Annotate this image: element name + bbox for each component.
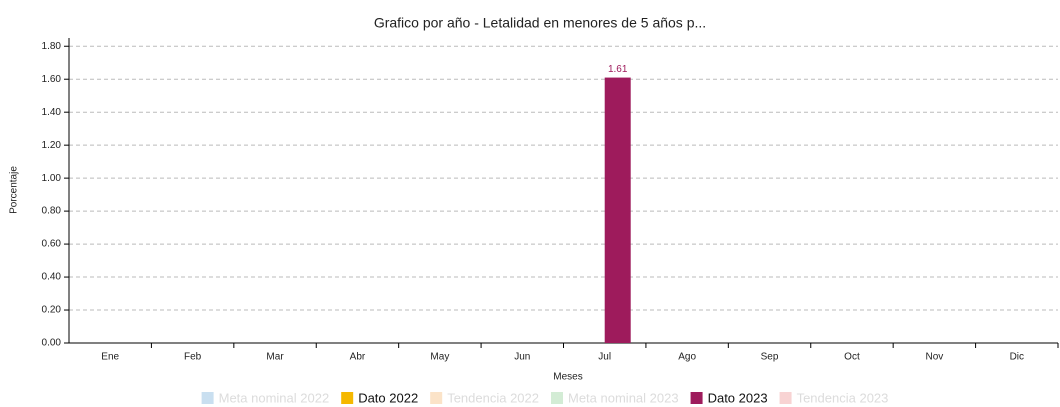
y-tick-label: 0.40 <box>42 272 62 283</box>
legend-label: Dato 2022 <box>358 390 418 405</box>
legend-swatch <box>430 392 443 404</box>
x-tick-label: Ene <box>101 352 119 363</box>
y-tick-label: 1.60 <box>42 74 62 85</box>
y-tick-label: 0.80 <box>42 206 62 217</box>
x-tick-label: Jun <box>514 352 530 363</box>
y-tick-label: 1.20 <box>42 140 62 151</box>
y-tick-label: 0.20 <box>42 305 62 316</box>
legend-label: Meta nominal 2022 <box>219 390 330 405</box>
legend-swatch <box>341 392 354 404</box>
x-tick-label: Abr <box>350 352 366 363</box>
legend-label: Tendencia 2023 <box>797 390 889 405</box>
legend-swatch <box>690 392 703 404</box>
x-tick-label: Nov <box>925 352 943 363</box>
legend-label: Tendencia 2022 <box>447 390 539 405</box>
x-tick-label: Dic <box>1010 352 1024 363</box>
x-tick-label: Mar <box>266 352 284 363</box>
y-tick-label: 0.60 <box>42 239 62 250</box>
legend-swatch <box>551 392 563 404</box>
x-tick-label: May <box>430 352 449 363</box>
legend-swatch <box>779 392 792 404</box>
y-tick-label: 0.00 <box>42 338 62 349</box>
y-tick-label: 1.80 <box>42 41 62 52</box>
x-tick-label: Feb <box>184 352 202 363</box>
chart-title: Grafico por año - Letalidad en menores d… <box>374 15 706 31</box>
y-tick-label: 1.00 <box>42 173 62 184</box>
bar <box>604 77 631 343</box>
legend-label: Meta nominal 2023 <box>568 390 679 405</box>
y-axis-title: Porcentaje <box>9 166 20 214</box>
x-tick-label: Jul <box>598 352 611 363</box>
x-axis-title: Meses <box>553 372 582 383</box>
y-tick-label: 1.40 <box>42 107 62 118</box>
x-tick-label: Sep <box>761 352 779 363</box>
legend-label: Dato 2023 <box>708 390 768 405</box>
legend: Meta nominal 2022 Dato 2022 Tendencia 2022… <box>201 390 889 405</box>
legend-swatch <box>201 392 214 404</box>
x-tick-label: Ago <box>678 352 696 363</box>
data-label: 1.61 <box>608 64 628 75</box>
x-tick-label: Oct <box>844 352 860 363</box>
